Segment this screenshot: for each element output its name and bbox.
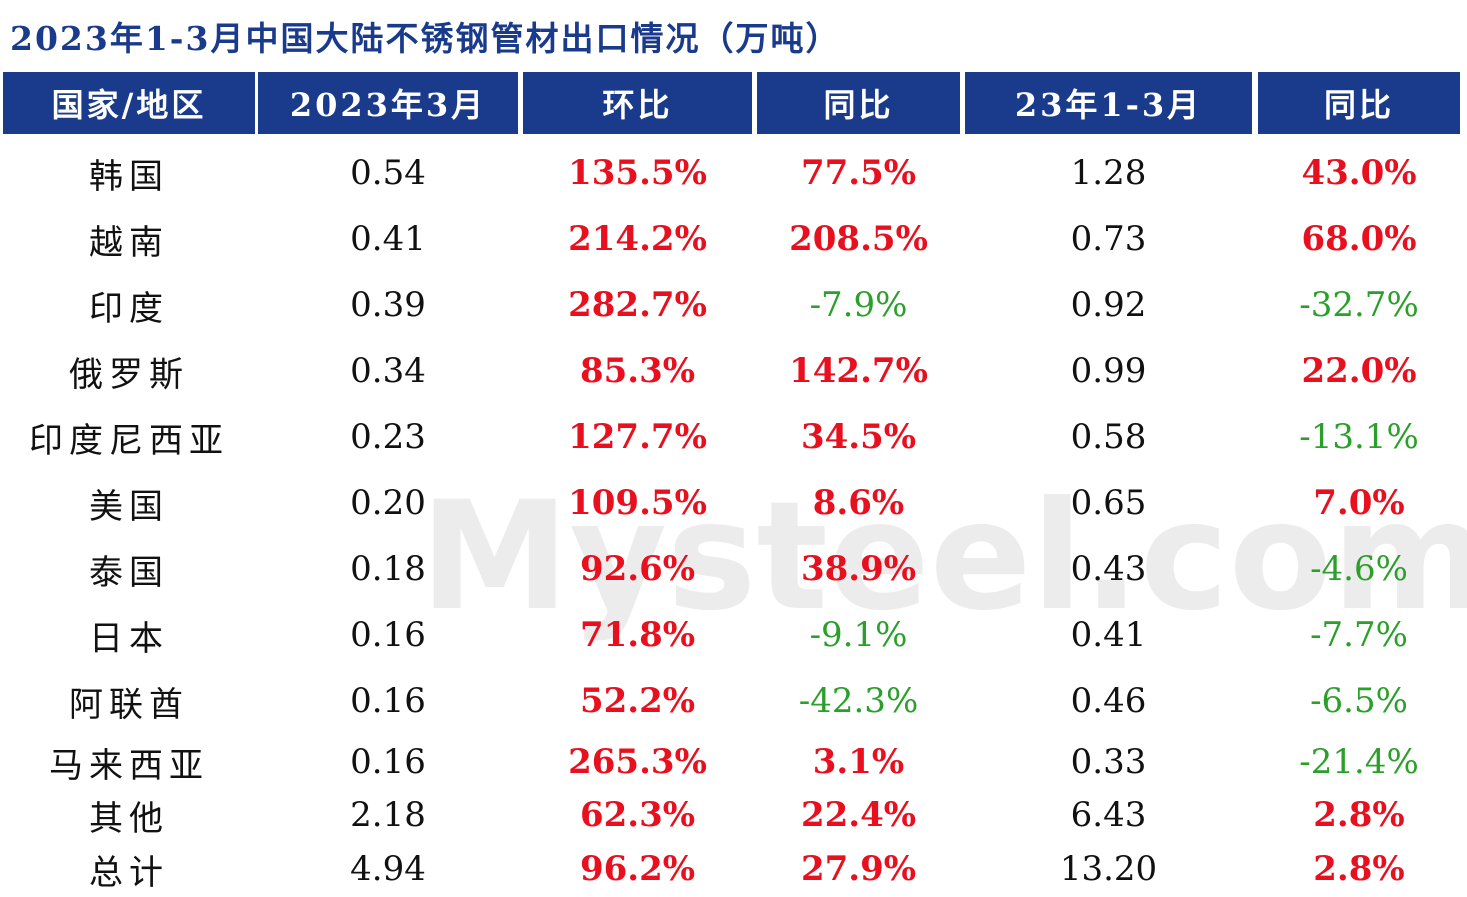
table-cell: 0.65 (1070, 483, 1147, 523)
table-cell: 22.0% (1301, 351, 1417, 391)
table-cell: 0.39 (350, 285, 426, 325)
table-cell: 6.43 (1070, 795, 1147, 835)
table-cell: 214.2% (568, 219, 707, 259)
table-cell: 0.54 (350, 153, 426, 193)
row-label: 印度 (89, 288, 169, 329)
table-cell: 0.41 (350, 219, 426, 259)
table-cell: 2.8% (1313, 849, 1405, 889)
table-cell: 265.3% (568, 742, 707, 782)
table-cell: 0.23 (350, 417, 426, 457)
table-cell: 43.0% (1301, 153, 1417, 193)
table-cell: 92.6% (579, 549, 696, 589)
table-cell: 0.58 (1070, 417, 1147, 457)
table-cell: 0.99 (1070, 351, 1147, 391)
header-cell: 23年1-3月 (965, 72, 1252, 134)
row-label: 阿联酋 (69, 684, 189, 725)
table-cell: 0.73 (1070, 219, 1147, 259)
table-cell: 27.9% (800, 849, 917, 889)
table-cell: -21.4% (1299, 742, 1419, 782)
table-cell: 127.7% (568, 417, 707, 457)
table-cell: 0.33 (1070, 742, 1147, 782)
title: 2023年1-3月中国大陆不锈钢管材出口情况（万吨） (10, 19, 841, 58)
header-cell: 国家/地区 (3, 72, 255, 134)
row-label: 印度尼西亚 (29, 420, 229, 461)
table-cell: 2.8% (1313, 795, 1405, 835)
table-cell: 77.5% (800, 153, 917, 193)
table-cell: 52.2% (579, 681, 696, 721)
row-label: 日本 (89, 618, 169, 659)
table-cell: 135.5% (568, 153, 707, 193)
table-cell: 1.28 (1070, 153, 1147, 193)
header-cell: 同比 (1258, 72, 1460, 134)
table-cell: 0.46 (1070, 681, 1147, 721)
row-label: 其他 (89, 798, 169, 839)
table-cell: -32.7% (1299, 285, 1419, 325)
table-cell: 0.20 (350, 483, 426, 523)
table-cell: 0.16 (350, 742, 426, 782)
table-cell: 7.0% (1313, 483, 1405, 523)
header-cell: 同比 (757, 72, 960, 134)
table-cell: 62.3% (579, 795, 696, 835)
table-cell: 71.8% (579, 615, 696, 655)
table-cell: 8.6% (812, 483, 905, 523)
table-cell: -9.1% (809, 615, 908, 655)
header-cell: 环比 (523, 72, 752, 134)
table-cell: 0.16 (350, 615, 426, 655)
table-cell: 2.18 (350, 795, 426, 835)
row-label: 越南 (89, 222, 169, 263)
row-label: 总计 (89, 852, 169, 893)
table-cell: 22.4% (800, 795, 917, 835)
header-cell: 2023年3月 (258, 72, 518, 134)
table-cell: 96.2% (579, 849, 696, 889)
table-cell: -7.7% (1310, 615, 1408, 655)
table-cell: 38.9% (800, 549, 917, 589)
table-cell: -6.5% (1310, 681, 1408, 721)
table-cell: 0.18 (350, 549, 426, 589)
table-cell: 68.0% (1301, 219, 1417, 259)
table-cell: 0.34 (350, 351, 426, 391)
table-cell: 282.7% (568, 285, 707, 325)
table-cell: 208.5% (789, 219, 928, 259)
table-cell: 0.92 (1070, 285, 1147, 325)
table-cell: 34.5% (800, 417, 917, 457)
table-cell: 0.16 (350, 681, 426, 721)
table-cell: 0.43 (1070, 549, 1147, 589)
table-cell: 85.3% (579, 351, 696, 391)
watermark: Mysteel.com (420, 470, 1467, 644)
row-label: 泰国 (89, 552, 169, 593)
table-cell: 109.5% (568, 483, 707, 523)
table-cell: 142.7% (789, 351, 928, 391)
table-cell: -4.6% (1310, 549, 1408, 589)
table-cell: 0.41 (1070, 615, 1147, 655)
table-cell: 4.94 (350, 849, 426, 889)
row-label: 美国 (89, 486, 169, 527)
row-label: 韩国 (89, 156, 169, 197)
table-cell: -7.9% (809, 285, 908, 325)
table-cell: 13.20 (1059, 849, 1158, 889)
table-cell: 3.1% (812, 742, 905, 782)
table-cell: -42.3% (798, 681, 919, 721)
row-label: 俄罗斯 (69, 354, 189, 395)
table-cell: -13.1% (1299, 417, 1419, 457)
row-label: 马来西亚 (49, 745, 209, 786)
